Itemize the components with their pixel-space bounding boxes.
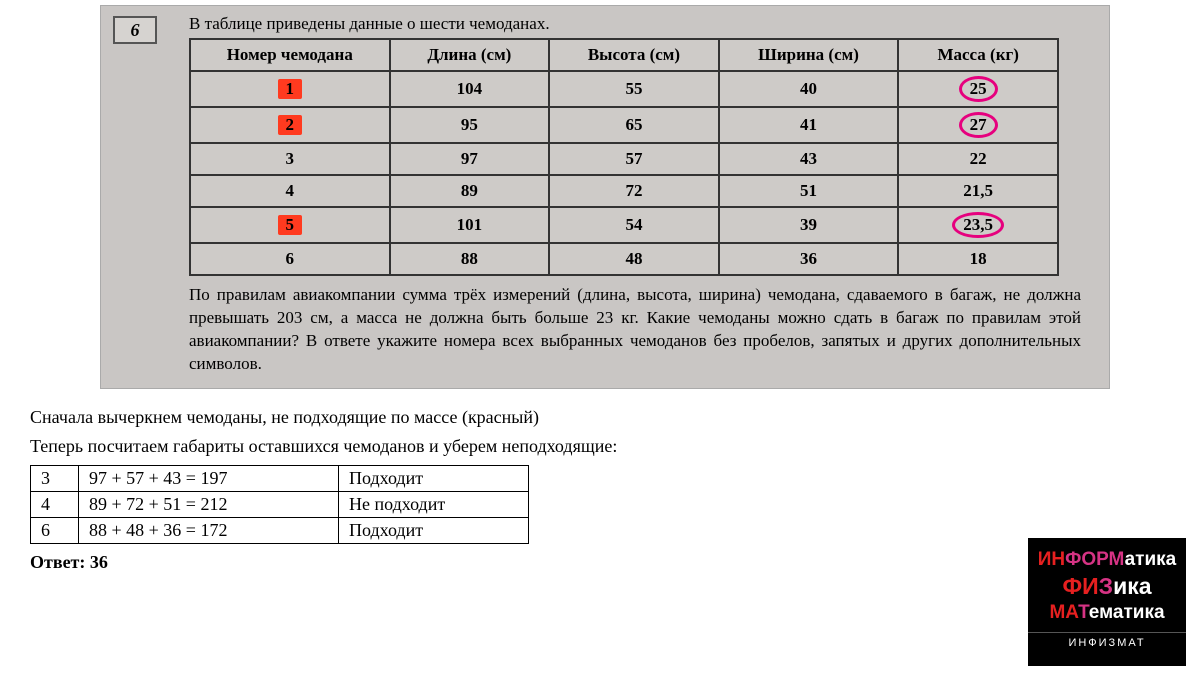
table-row: 688483618 [190,243,1058,275]
cell-suitcase-number: 6 [190,243,390,275]
cell-height: 54 [549,207,719,243]
calc-cell-num: 6 [31,517,79,543]
table-header-cell: Ширина (см) [719,39,899,71]
cell-mass: 18 [898,243,1058,275]
cell-width: 41 [719,107,899,143]
cell-suitcase-number: 2 [190,107,390,143]
cell-length: 101 [390,207,550,243]
cell-mass: 25 [898,71,1058,107]
cell-width: 36 [719,243,899,275]
table-row: 1104554025 [190,71,1058,107]
table-header-cell: Номер чемодана [190,39,390,71]
table-header-cell: Масса (кг) [898,39,1058,71]
calc-row: 688 + 48 + 36 = 172Подходит [31,517,529,543]
cell-mass: 21,5 [898,175,1058,207]
problem-rules: По правилам авиакомпании сумма трёх изме… [189,284,1081,376]
logo-footer: ИНФИЗМАТ [1028,632,1186,649]
cell-width: 39 [719,207,899,243]
cell-mass: 23,5 [898,207,1058,243]
table-row: 397574322 [190,143,1058,175]
cell-height: 48 [549,243,719,275]
table-row: 295654127 [190,107,1058,143]
answer: Ответ: 36 [30,552,1200,573]
solution-step2: Теперь посчитаем габариты оставшихся чем… [30,436,1200,457]
suitcase-table: Номер чемоданаДлина (см)Высота (см)Ширин… [189,38,1059,276]
cell-height: 55 [549,71,719,107]
problem-intro: В таблице приведены данные о шести чемод… [189,14,1091,34]
cell-length: 104 [390,71,550,107]
table-header-row: Номер чемоданаДлина (см)Высота (см)Ширин… [190,39,1058,71]
cell-length: 95 [390,107,550,143]
cell-height: 72 [549,175,719,207]
brand-logo: ИНФОРМатика ФИЗика МАТематика ИНФИЗМАТ [1028,538,1186,666]
solution-area: Сначала вычеркнем чемоданы, не подходящи… [0,389,1200,573]
cell-length: 97 [390,143,550,175]
problem-photo: 6 В таблице приведены данные о шести чем… [100,5,1110,389]
calc-table: 397 + 57 + 43 = 197Подходит489 + 72 + 51… [30,465,529,544]
calc-cell-expr: 88 + 48 + 36 = 172 [79,517,339,543]
calc-cell-num: 4 [31,491,79,517]
table-header-cell: Высота (см) [549,39,719,71]
cell-suitcase-number: 4 [190,175,390,207]
cell-mass: 27 [898,107,1058,143]
cell-length: 88 [390,243,550,275]
logo-line-2: ФИЗика [1028,572,1186,601]
cell-mass: 22 [898,143,1058,175]
cell-suitcase-number: 3 [190,143,390,175]
calc-cell-expr: 89 + 72 + 51 = 212 [79,491,339,517]
table-row: 5101543923,5 [190,207,1058,243]
cell-suitcase-number: 5 [190,207,390,243]
calc-row: 489 + 72 + 51 = 212Не подходит [31,491,529,517]
problem-number: 6 [113,16,157,44]
calc-cell-num: 3 [31,465,79,491]
calc-row: 397 + 57 + 43 = 197Подходит [31,465,529,491]
calc-cell-expr: 97 + 57 + 43 = 197 [79,465,339,491]
cell-width: 40 [719,71,899,107]
cell-height: 65 [549,107,719,143]
cell-suitcase-number: 1 [190,71,390,107]
cell-length: 89 [390,175,550,207]
table-header-cell: Длина (см) [390,39,550,71]
calc-cell-result: Не подходит [339,491,529,517]
cell-height: 57 [549,143,719,175]
calc-cell-result: Подходит [339,517,529,543]
table-row: 489725121,5 [190,175,1058,207]
logo-line-1: ИНФОРМатика [1028,548,1186,572]
cell-width: 51 [719,175,899,207]
solution-step1: Сначала вычеркнем чемоданы, не подходящи… [30,407,1200,428]
calc-cell-result: Подходит [339,465,529,491]
logo-line-3: МАТематика [1028,601,1186,625]
cell-width: 43 [719,143,899,175]
